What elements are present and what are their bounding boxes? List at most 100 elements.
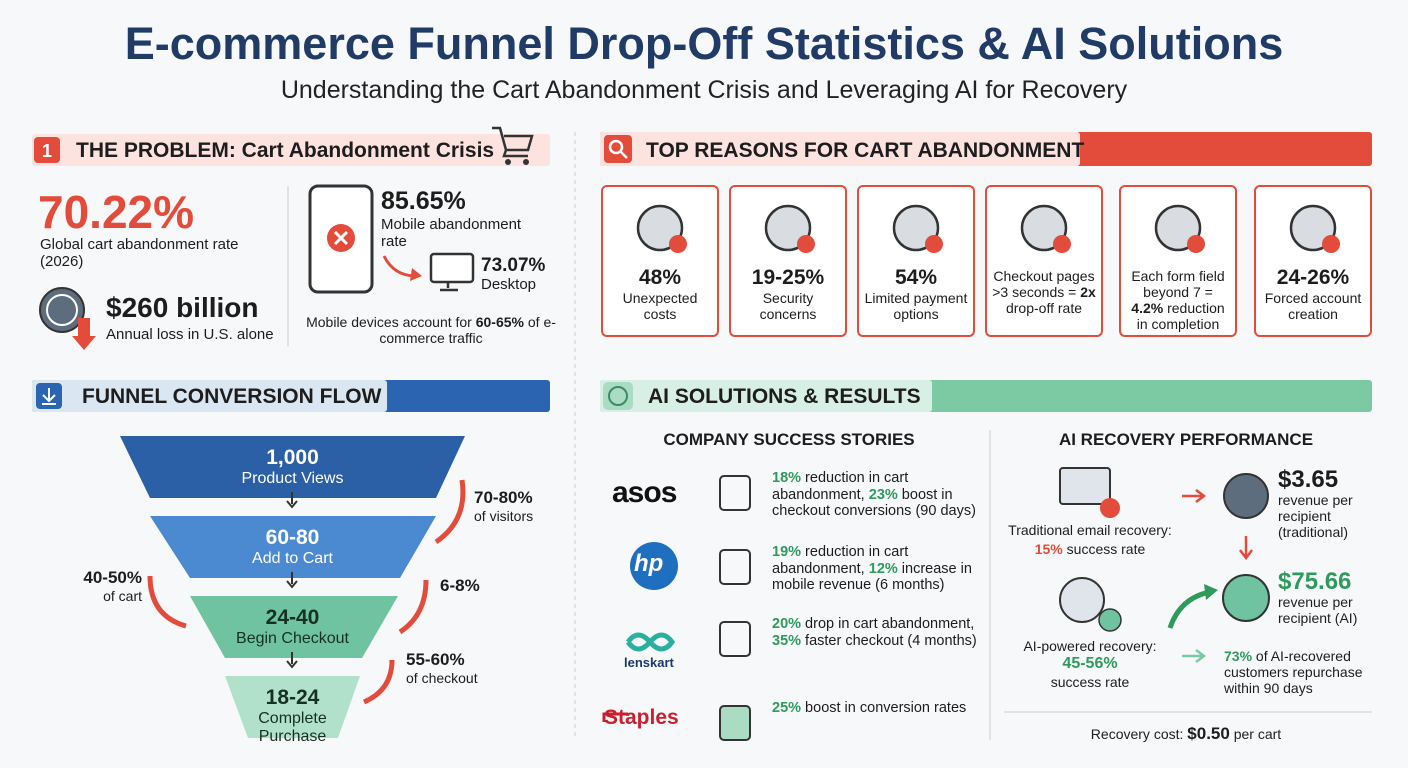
story-icon (719, 705, 751, 741)
flow-arrow (286, 572, 298, 589)
reason-card (857, 185, 975, 337)
reason-label: Security concerns (759, 290, 817, 323)
red-arrow (382, 255, 417, 278)
dollar-icon (1223, 473, 1269, 519)
error-icon (333, 230, 349, 246)
text-segment: boost in checkout conversions (90 days) (772, 486, 976, 520)
text-segment: Checkout pages >3 seconds = (992, 268, 1095, 301)
text-segment: Mobile devices account for (306, 314, 476, 330)
badge (604, 135, 632, 163)
text-segment: 20% (772, 616, 802, 632)
reason-label: Unexpected costs (622, 290, 698, 323)
column-title: COMPANY SUCCESS STORIES (663, 430, 915, 449)
stage-label: Complete Purchase (258, 710, 327, 746)
company-logo: hp (634, 550, 664, 577)
text-segment: 18% (772, 470, 802, 486)
story-icon (719, 549, 751, 585)
reason-icon-badge (797, 235, 815, 253)
revenue-label: revenue per recipient (traditional) (1278, 492, 1353, 541)
funnel-stage (120, 436, 465, 498)
badge (603, 382, 633, 410)
stage-label: Add to Cart (252, 550, 333, 567)
company-logo: lenskart (624, 655, 674, 670)
repurchase-note: 73% of AI-recovered customers repurchase… (1224, 648, 1374, 696)
story-text: 25% boost in conversion rates (772, 700, 987, 717)
text-segment: reduction in cart abandonment, (772, 544, 909, 577)
cart-wheel (523, 159, 529, 165)
header-bar (600, 380, 932, 412)
story-icon (719, 475, 751, 511)
green-arrow (1204, 584, 1218, 600)
red-arrow (1182, 489, 1207, 503)
drop-label: of checkout (406, 670, 478, 686)
story-icon (719, 621, 751, 657)
flow-arrow (286, 492, 298, 509)
cost-note: Recovery cost: $0.50 per cart (1000, 724, 1372, 744)
reason-card (1119, 185, 1237, 337)
text-segment: 19% (772, 544, 802, 560)
story-text: 20% drop in cart abandonment, 35% faster… (772, 616, 987, 649)
text-segment: of AI-recovered customers repurchase wit… (1224, 648, 1363, 697)
drop-value: 70-80% (474, 488, 533, 507)
recovery-rate-line: 15% success rate (1000, 541, 1180, 557)
stat-value: 85.65% (381, 187, 466, 215)
company-logo: Staples (604, 706, 679, 729)
drop-value: 6-8% (440, 576, 480, 595)
stat-value: 73.07% (481, 255, 546, 276)
red-arrow (410, 268, 422, 281)
drop-arrow (362, 659, 395, 705)
error-icon (1100, 498, 1120, 518)
badge (34, 137, 60, 163)
email-icon (1059, 467, 1111, 505)
subtitle: Understanding the Cart Abandonment Crisi… (280, 76, 1128, 104)
section-title: AI SOLUTIONS & RESULTS (648, 385, 921, 408)
green-arrow (1182, 649, 1207, 663)
drop-arrow (398, 579, 429, 635)
download-icon (42, 388, 56, 405)
stage-label: Begin Checkout (236, 630, 349, 647)
section-title: TOP REASONS FOR CART ABANDONMENT (646, 139, 1085, 162)
recovery-label: Traditional email recovery: (1008, 522, 1172, 538)
column-title: AI RECOVERY PERFORMANCE (1058, 430, 1314, 449)
stat-label: Mobile abandonment rate (381, 216, 522, 251)
stat-value: $260 billion (106, 292, 259, 323)
funnel-stage (190, 596, 398, 658)
rate: 15% (1034, 541, 1063, 557)
funnel-stage (225, 676, 360, 738)
section-title: THE PROBLEM: Cart Abandonment Crisis (76, 139, 495, 162)
stat-label: Annual loss in U.S. alone (106, 326, 274, 343)
text-segment: Recovery cost: (1090, 726, 1188, 742)
cart-icon (492, 126, 534, 158)
text-segment: increase in mobile revenue (6 months) (772, 560, 972, 594)
text-segment: 35% (772, 632, 802, 649)
cart-wheel (505, 159, 511, 165)
dollar-icon (1222, 574, 1270, 622)
recovery-rate-label: success rate (1050, 674, 1130, 690)
header-bar (32, 134, 550, 166)
text-segment: $0.50 (1187, 724, 1230, 743)
reason-value: 24-26% (1276, 266, 1350, 289)
text-segment: 60-65% (475, 314, 524, 330)
reason-icon-badge (1053, 235, 1071, 253)
text-segment: 12% (868, 560, 898, 577)
section-title: FUNNEL CONVERSION FLOW (82, 385, 382, 408)
reason-card (601, 185, 719, 337)
revenue-value: $3.65 (1278, 466, 1339, 493)
reason-icon-badge (925, 235, 943, 253)
reason-card (985, 185, 1103, 337)
drop-arrow (434, 479, 466, 545)
reason-label: Forced account creation (1264, 290, 1362, 323)
revenue-value: $75.66 (1278, 568, 1352, 595)
text-segment: boost in conversion rates (801, 700, 967, 716)
reason-card (729, 185, 847, 337)
reason-text: Each form field beyond 7 = 4.2% reductio… (1126, 268, 1230, 332)
revenue-label: revenue per recipient (AI) (1278, 594, 1358, 627)
down-arrow (72, 318, 96, 350)
reason-card (1254, 185, 1372, 337)
text-segment: 23% (868, 486, 898, 503)
hp-logo (630, 542, 678, 590)
text-segment: of e-commerce traffic (379, 314, 556, 347)
reason-value: 48% (638, 266, 682, 289)
